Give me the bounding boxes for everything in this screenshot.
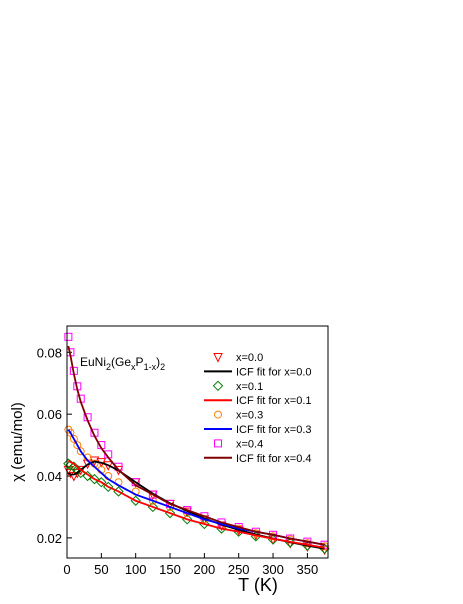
legend-symbol [212, 380, 224, 392]
title-part: ) [156, 355, 160, 369]
fit-line [67, 345, 325, 546]
x-tick-label: 300 [262, 562, 284, 577]
title-part: x [131, 362, 136, 372]
y-tick-label: 0.06 [37, 407, 62, 422]
x-axis-label: T (K) [238, 575, 278, 595]
x-tick-label: 200 [194, 562, 216, 577]
title-part: 2 [160, 362, 165, 372]
data-point [148, 496, 157, 505]
data-point [69, 434, 78, 443]
x-tick-label: 250 [228, 562, 250, 577]
x-tick-label: 50 [94, 562, 108, 577]
title-part: EuNi [80, 355, 106, 369]
legend-symbol [213, 353, 223, 363]
fit-line [67, 429, 325, 546]
title-part: (Ge [111, 355, 131, 369]
legend-symbol [214, 439, 222, 448]
legend-label: x=0.1 [236, 381, 263, 393]
y-tick-label: 0.04 [37, 469, 62, 484]
data-point [302, 542, 313, 553]
fit-line [67, 459, 325, 549]
data-point [69, 472, 79, 482]
legend-symbol [214, 410, 222, 419]
legend-label: x=0.4 [236, 438, 263, 450]
legend-label: x=0.3 [236, 410, 263, 422]
data-point [76, 447, 85, 456]
data-point [285, 539, 296, 549]
x-tick-label: 150 [159, 562, 181, 577]
y-axis-label: χ (emu/mol) [9, 402, 26, 482]
legend-label: x=0.0 [236, 352, 263, 364]
y-tick-label: 0.08 [37, 345, 62, 360]
x-tick-label: 0 [63, 562, 70, 577]
chart-annotation: EuNi2(GexP1-x)2 [80, 355, 165, 372]
data-point [319, 545, 330, 556]
plot-frame [66, 325, 329, 559]
data-point [82, 470, 93, 482]
y-tick-label: 0.02 [37, 531, 62, 546]
title-part: P [136, 355, 144, 369]
x-tick-label: 350 [297, 562, 319, 577]
legend-label: ICF fit for x=0.1 [236, 395, 312, 407]
legend-label: ICF fit for x=0.4 [236, 453, 312, 465]
data-point [64, 332, 73, 341]
data-point [73, 441, 82, 450]
fit-line [67, 460, 325, 550]
title-part: 2 [106, 362, 111, 372]
legend-label: ICF fit for x=0.0 [236, 366, 312, 378]
legend-label: ICF fit for x=0.3 [236, 424, 312, 436]
title-part: 1-x [144, 362, 157, 372]
x-tick-label: 100 [125, 562, 147, 577]
